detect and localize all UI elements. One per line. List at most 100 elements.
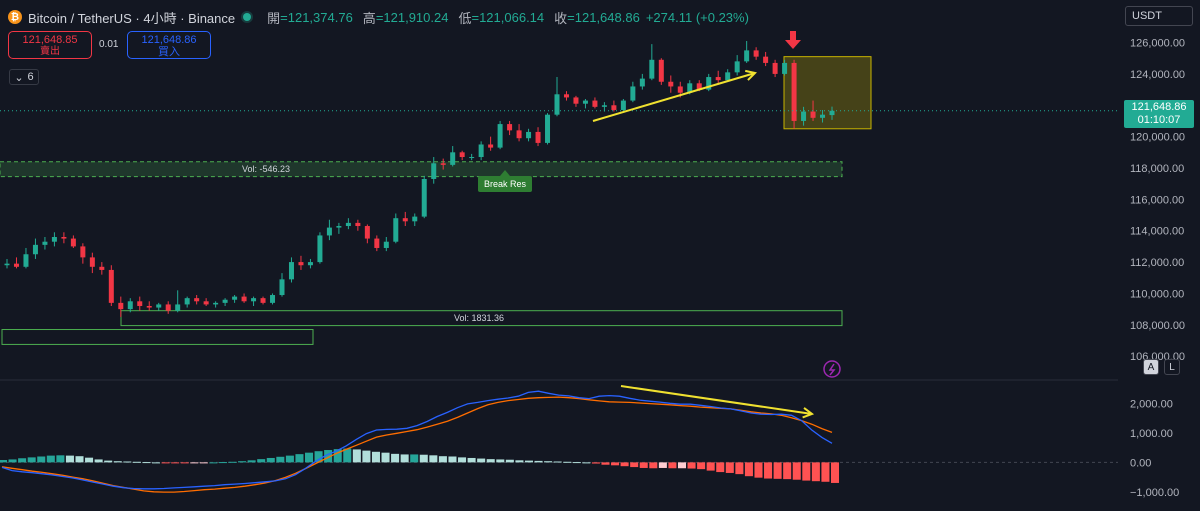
candle: [563, 91, 569, 101]
currency-selector[interactable]: USDT: [1125, 6, 1193, 26]
candle: [639, 73, 645, 90]
candle: [42, 237, 48, 250]
candle-body: [383, 241, 389, 248]
candle-body: [421, 178, 427, 217]
candle-body: [545, 114, 551, 143]
candle-body: [393, 218, 399, 242]
candle-body: [478, 144, 484, 158]
candle: [715, 70, 721, 84]
bitcoin-logo-icon: ₿: [8, 10, 22, 24]
candle: [611, 100, 617, 112]
macd-histogram-bar: [524, 460, 533, 463]
candle-body: [782, 62, 788, 74]
open-value: =121,374.76: [280, 9, 353, 25]
price-tick-label: 120,000.00: [1130, 132, 1185, 144]
macd-histogram-bar: [515, 460, 524, 463]
candle: [317, 232, 323, 264]
candle-body: [763, 56, 769, 63]
buy-button[interactable]: 121,648.86 買入: [127, 31, 211, 59]
macd-histogram-bar: [37, 456, 46, 463]
macd-line: [1, 390, 833, 490]
last-price-tag: 121,648.86 01:10:07: [1124, 100, 1194, 128]
candle-body: [32, 244, 38, 255]
candle-body: [241, 296, 247, 302]
macd-histogram-bar: [735, 462, 744, 475]
macd-histogram-bar: [65, 455, 74, 463]
candle: [70, 235, 76, 248]
candle-body: [801, 111, 807, 121]
candle: [801, 106, 807, 126]
macd-histogram-bar: [438, 456, 447, 463]
macd-histogram-bar: [572, 462, 581, 464]
candle-body: [620, 100, 626, 110]
symbol-title[interactable]: Bitcoin / TetherUS · 4小時 · Binance: [28, 10, 236, 26]
macd-histogram-bar: [620, 462, 629, 467]
macd-histogram-bar: [716, 462, 725, 473]
macd-histogram-bar: [56, 455, 65, 463]
candle: [108, 265, 114, 306]
indicators-toggle[interactable]: ⌄ 6: [9, 69, 39, 85]
macd-histogram-bar: [419, 454, 428, 463]
candle: [203, 298, 209, 306]
sell-button[interactable]: 121,648.85 賣出: [8, 31, 92, 59]
candle: [13, 257, 19, 269]
zones: [0, 56, 872, 345]
gridlines: [0, 379, 1118, 463]
flash-icon: [823, 360, 841, 378]
macd-histogram-bar: [132, 461, 141, 463]
candle-body: [459, 152, 465, 158]
candle-body: [270, 295, 276, 303]
macd-histogram-bar: [658, 462, 667, 468]
macd-histogram-bar: [113, 461, 122, 463]
macd-tick-label: 1,000.00: [1130, 428, 1173, 440]
log-scale-button[interactable]: L: [1164, 359, 1180, 375]
auto-scale-button[interactable]: A: [1143, 359, 1159, 375]
macd-histogram-bar: [410, 454, 419, 463]
macd-histogram-bar: [458, 457, 467, 463]
candle-body: [734, 61, 740, 73]
macd-histogram-bar: [238, 461, 247, 463]
macd-histogram-bar: [649, 462, 658, 469]
candle-body: [497, 124, 503, 148]
candle: [61, 232, 67, 244]
macd-tick-label: 0.00: [1130, 457, 1151, 469]
macd-divergence-arrow-icon: [620, 385, 815, 419]
candle-body: [317, 235, 323, 263]
macd-histogram-bar: [687, 462, 696, 469]
candle-body: [791, 62, 797, 121]
candle: [393, 213, 399, 244]
price-trend-arrow-icon: [592, 69, 757, 122]
candle: [345, 218, 351, 230]
candle-body: [706, 77, 712, 90]
candle-body: [165, 304, 171, 311]
macd-histogram-bar: [180, 462, 189, 464]
sell-price: 121,648.85: [22, 34, 78, 46]
candle: [118, 296, 124, 317]
candle: [298, 255, 304, 270]
candle: [649, 44, 655, 81]
candle-body: [108, 269, 114, 303]
vol-lower-zone: [120, 310, 843, 327]
candle: [364, 224, 370, 244]
change-value: +274.11 (+0.23%): [645, 9, 749, 25]
candle: [213, 301, 219, 308]
macd-histogram-bar: [534, 460, 543, 463]
candle-body: [326, 227, 332, 236]
candle-body: [194, 298, 200, 302]
buy-label: 買入: [158, 46, 180, 58]
candle-body: [4, 263, 10, 266]
candle-body: [469, 157, 475, 159]
candle: [668, 75, 674, 93]
candle: [829, 106, 835, 120]
candle-body: [175, 304, 181, 311]
macd-histogram-bar: [285, 455, 294, 463]
macd-divergence-arrow-icon-head: [802, 407, 815, 419]
consolidation-zone: [783, 56, 872, 130]
candle: [440, 158, 446, 170]
macd-histogram-bar: [343, 448, 352, 463]
candle-body: [440, 163, 446, 165]
macd-histogram-bar: [161, 462, 170, 464]
candle: [554, 77, 560, 117]
